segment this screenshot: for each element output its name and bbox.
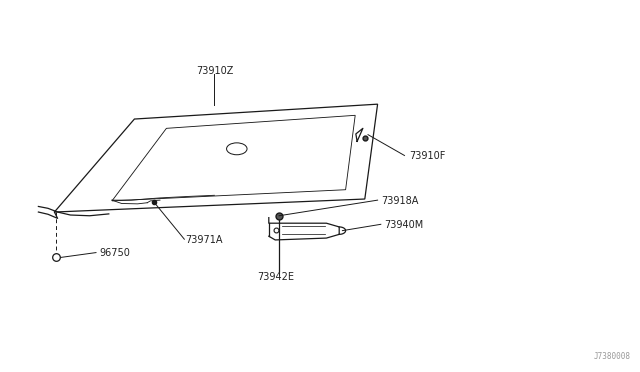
Text: 73971A: 73971A	[186, 235, 223, 245]
Text: 73942E: 73942E	[257, 272, 294, 282]
Text: 73940M: 73940M	[384, 220, 423, 230]
Text: 73918A: 73918A	[381, 196, 418, 206]
Text: 73910Z: 73910Z	[196, 66, 233, 76]
Text: 73910F: 73910F	[410, 151, 446, 161]
Text: 96750: 96750	[99, 248, 130, 258]
Text: J7380008: J7380008	[593, 352, 630, 361]
